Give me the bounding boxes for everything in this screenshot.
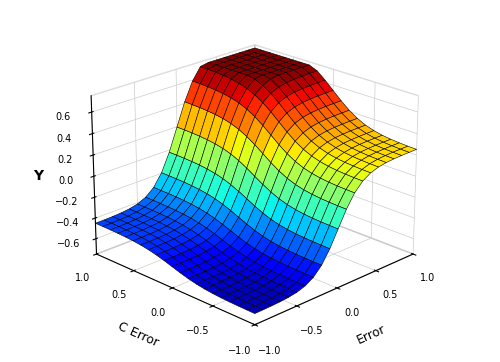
X-axis label: Error: Error xyxy=(355,323,388,347)
Y-axis label: C Error: C Error xyxy=(116,320,160,350)
